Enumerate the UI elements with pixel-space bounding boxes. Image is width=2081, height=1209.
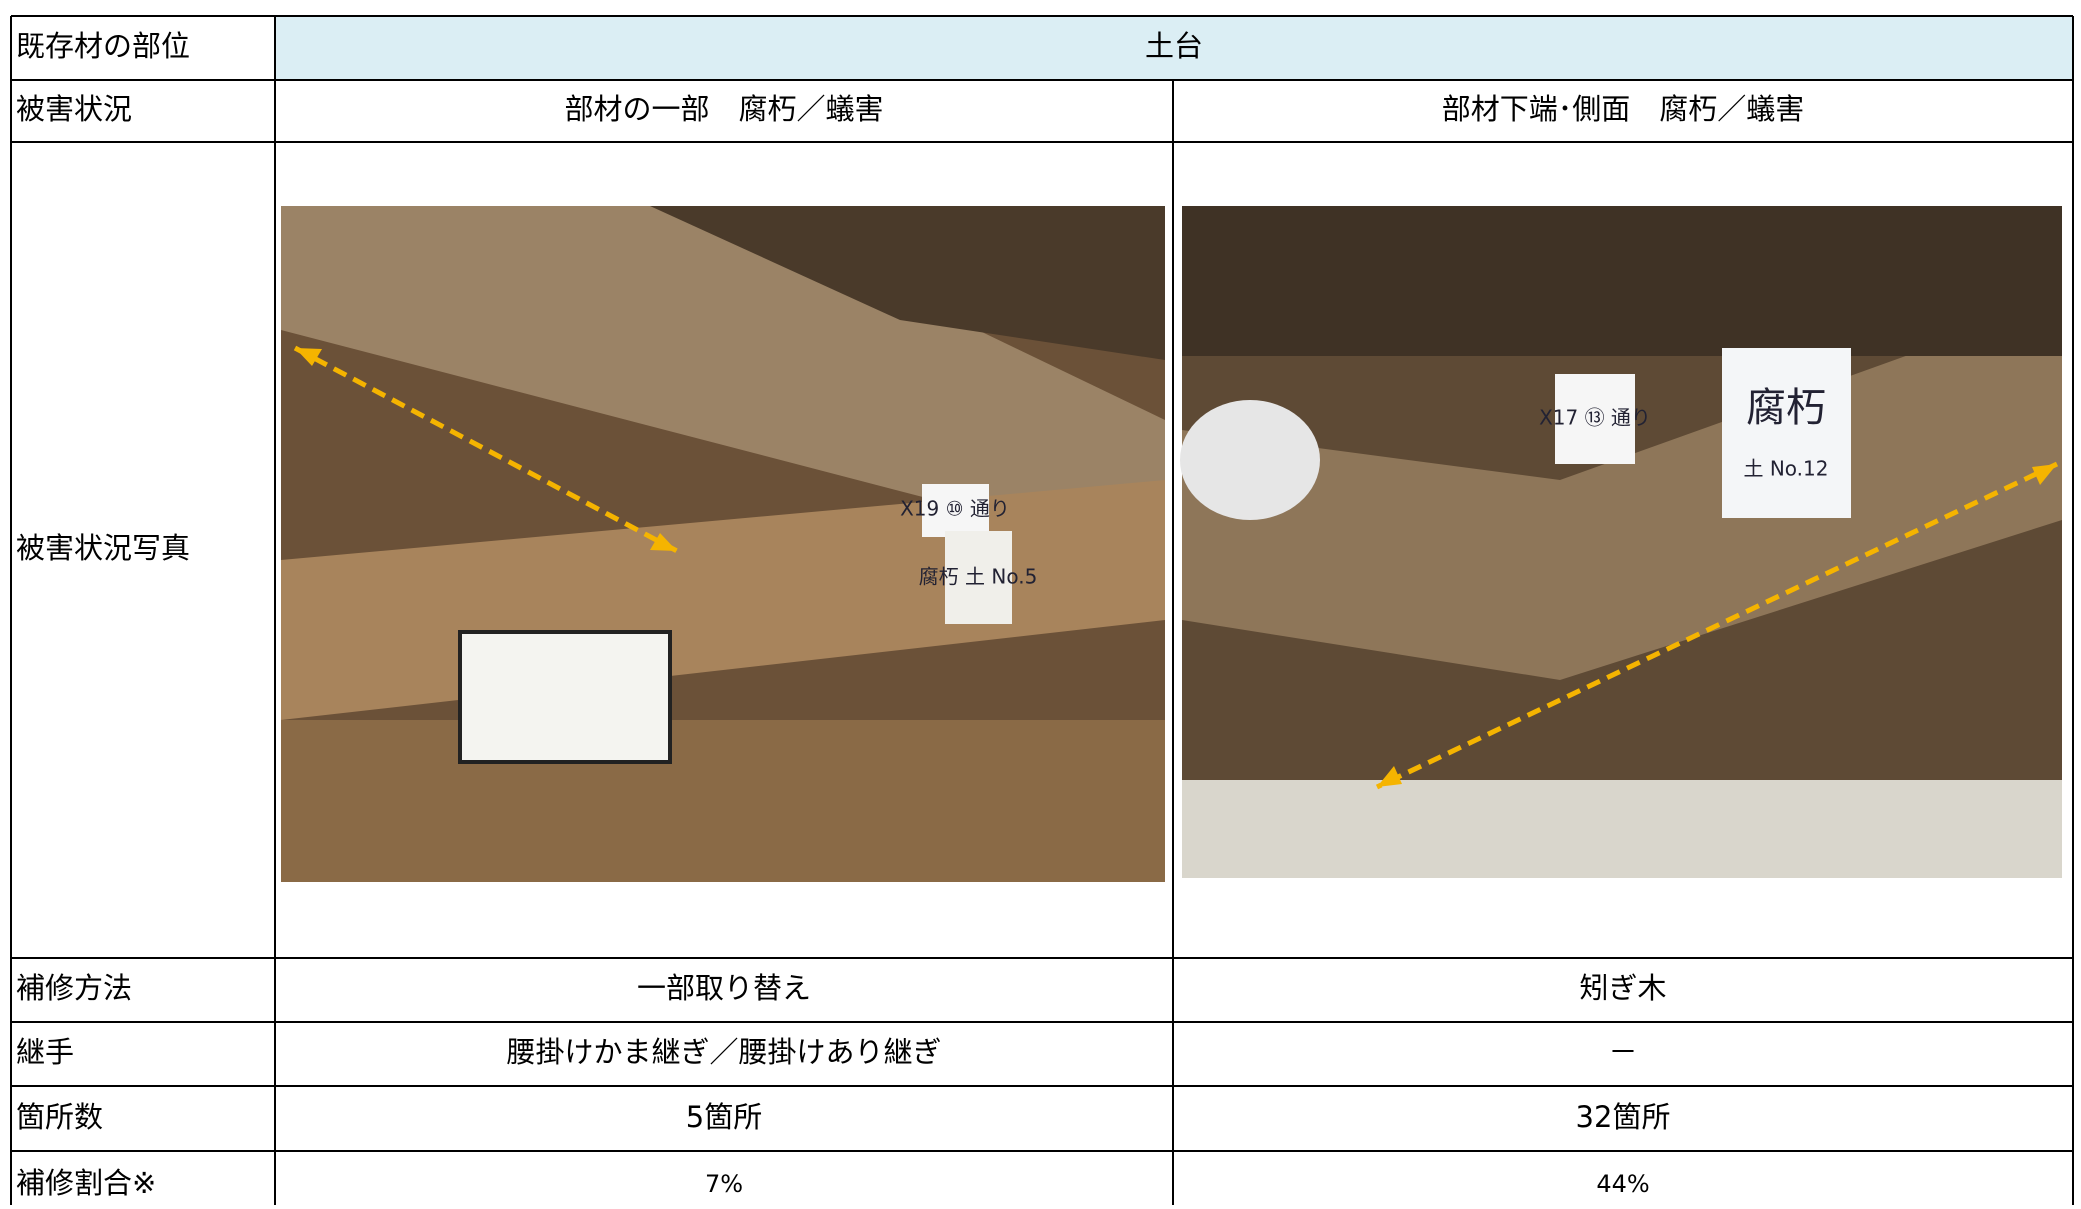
cell: －: [1608, 1035, 1637, 1069]
header-bg: [275, 16, 2073, 80]
row-label: 被害状況写真: [16, 531, 190, 565]
row-label: 補修割合※: [16, 1166, 156, 1200]
row-label: 既存材の部位: [16, 29, 190, 63]
cell: 部材の一部 腐朽／蟻害: [564, 92, 883, 126]
cell: 矧ぎ木: [1579, 971, 1666, 1005]
header-value: 土台: [1145, 29, 1203, 63]
cell: 一部取り替え: [637, 971, 811, 1005]
grid: [10, 15, 2074, 1205]
row-label: 箇所数: [16, 1100, 103, 1134]
photo-sign: X19 ⑩ 通り: [900, 497, 1010, 521]
photo-sign: 腐朽 土 No.5: [919, 565, 1038, 589]
row-label: 補修方法: [16, 971, 132, 1005]
photo-sign: X17 ⑬ 通り: [1539, 406, 1651, 430]
photo-sign: 土 No.12: [1743, 457, 1828, 481]
cell: 5箇所: [686, 1100, 762, 1134]
cell: 7%: [705, 1170, 743, 1198]
row-label: 継手: [16, 1035, 74, 1069]
cell: 32箇所: [1576, 1100, 1671, 1134]
cell: 腰掛けかま継ぎ／腰掛けあり継ぎ: [506, 1035, 941, 1069]
photo-sign: 腐朽: [1746, 385, 1826, 431]
cell: 44%: [1596, 1170, 1649, 1198]
row-label: 被害状況: [16, 92, 132, 126]
photo-right: X17 ⑬ 通り 腐朽 土 No.12: [1180, 206, 2062, 878]
cell: 部材下端･側面 腐朽／蟻害: [1442, 92, 1805, 126]
photo-left: X19 ⑩ 通り 腐朽 土 No.5: [281, 206, 1165, 882]
